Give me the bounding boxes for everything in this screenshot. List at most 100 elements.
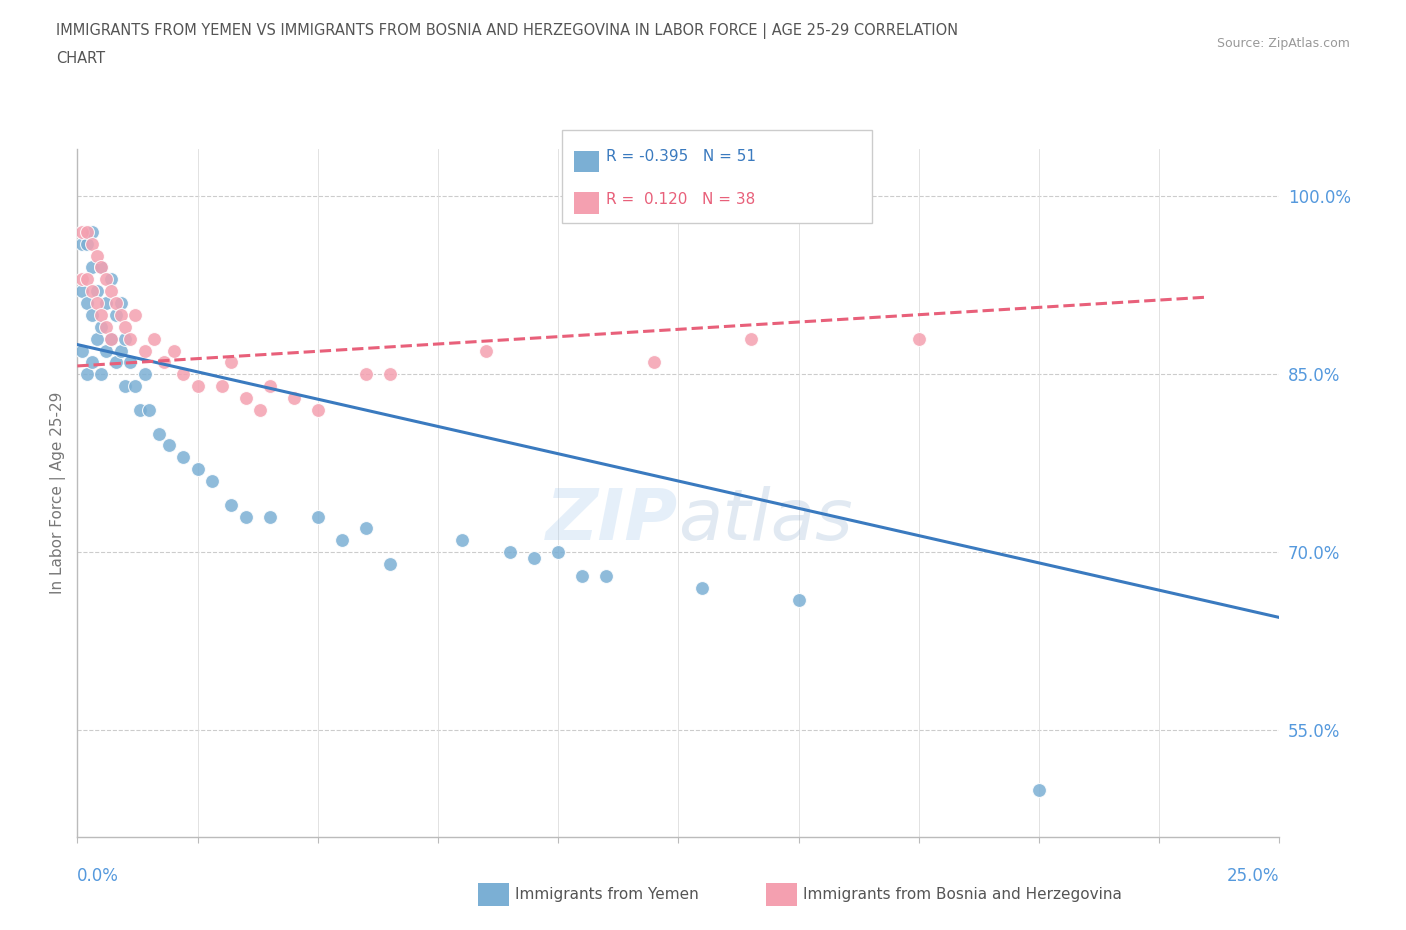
Point [354, 521, 377, 536]
Point [70, 272, 93, 286]
Point [114, 331, 136, 346]
Point [76, 236, 98, 251]
Point [124, 308, 146, 323]
Point [110, 308, 132, 323]
Point [451, 533, 474, 548]
Point [114, 379, 136, 393]
Point [100, 272, 122, 286]
Text: 25.0%: 25.0% [1227, 867, 1279, 884]
Point [120, 331, 142, 346]
Point [259, 510, 281, 525]
Point [124, 379, 146, 393]
Point [86, 248, 108, 263]
Point [90, 308, 112, 323]
Point [1028, 782, 1050, 797]
Point [86, 296, 108, 311]
Text: atlas: atlas [679, 486, 853, 555]
Point [249, 403, 271, 418]
Point [100, 284, 122, 299]
Point [80, 355, 103, 370]
Point [283, 391, 305, 405]
Point [70, 343, 93, 358]
Point [80, 224, 103, 239]
Point [740, 331, 762, 346]
Point [80, 284, 103, 299]
Point [307, 510, 329, 525]
Point [643, 355, 665, 370]
Text: Source: ZipAtlas.com: Source: ZipAtlas.com [1216, 37, 1350, 50]
Point [571, 568, 593, 583]
Point [186, 379, 209, 393]
Text: Immigrants from Yemen: Immigrants from Yemen [515, 887, 699, 902]
Text: R =  0.120   N = 38: R = 0.120 N = 38 [606, 192, 755, 206]
Point [86, 331, 108, 346]
Point [378, 557, 401, 572]
Point [104, 308, 127, 323]
Point [219, 498, 242, 512]
Point [96, 343, 118, 358]
Point [104, 355, 127, 370]
Point [378, 366, 401, 381]
Text: CHART: CHART [56, 51, 105, 66]
Point [90, 260, 112, 275]
Text: ZIP: ZIP [546, 486, 679, 555]
Point [211, 379, 233, 393]
Point [162, 343, 184, 358]
Text: 0.0%: 0.0% [77, 867, 120, 884]
Point [235, 391, 257, 405]
Point [96, 272, 118, 286]
Point [143, 331, 166, 346]
Point [80, 236, 103, 251]
Point [354, 366, 377, 381]
Point [86, 284, 108, 299]
Point [76, 224, 98, 239]
Point [186, 461, 209, 476]
Point [70, 284, 93, 299]
Point [547, 545, 569, 560]
Point [138, 403, 160, 418]
Point [499, 545, 522, 560]
Text: IMMIGRANTS FROM YEMEN VS IMMIGRANTS FROM BOSNIA AND HERZEGOVINA IN LABOR FORCE |: IMMIGRANTS FROM YEMEN VS IMMIGRANTS FROM… [56, 23, 959, 39]
Point [100, 331, 122, 346]
Point [104, 296, 127, 311]
Point [90, 366, 112, 381]
Point [148, 426, 170, 441]
Point [692, 580, 714, 595]
Point [70, 224, 93, 239]
Point [80, 308, 103, 323]
Point [90, 319, 112, 334]
Text: R = -0.395   N = 51: R = -0.395 N = 51 [606, 149, 756, 164]
Point [80, 260, 103, 275]
Point [908, 331, 931, 346]
Point [96, 296, 118, 311]
Point [157, 438, 180, 453]
Text: Immigrants from Bosnia and Herzegovina: Immigrants from Bosnia and Herzegovina [803, 887, 1122, 902]
Point [134, 366, 156, 381]
Point [96, 319, 118, 334]
Point [787, 592, 810, 607]
Point [110, 296, 132, 311]
Point [134, 343, 156, 358]
Point [259, 379, 281, 393]
Point [76, 272, 98, 286]
Point [110, 343, 132, 358]
Point [128, 403, 150, 418]
Point [76, 296, 98, 311]
Point [114, 319, 136, 334]
Point [201, 473, 224, 488]
Point [120, 355, 142, 370]
Point [219, 355, 242, 370]
Point [475, 343, 498, 358]
Point [235, 510, 257, 525]
Point [330, 533, 353, 548]
Point [595, 568, 617, 583]
Point [70, 236, 93, 251]
Point [307, 403, 329, 418]
Point [172, 366, 194, 381]
Point [172, 450, 194, 465]
Point [153, 355, 176, 370]
Point [76, 366, 98, 381]
Point [90, 260, 112, 275]
Point [100, 331, 122, 346]
Point [523, 551, 546, 565]
